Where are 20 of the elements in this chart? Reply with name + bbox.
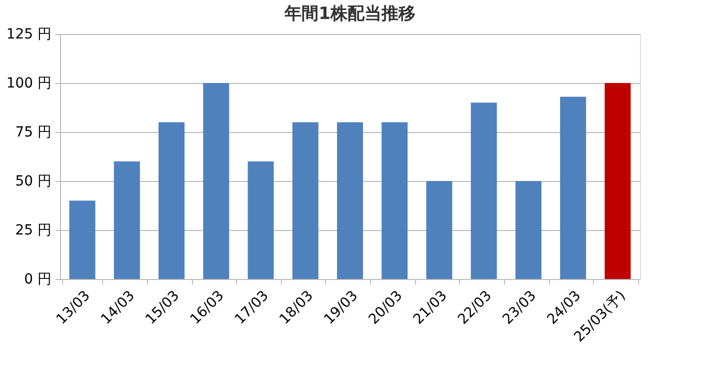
bar bbox=[158, 122, 185, 279]
y-tick-label: 0 円 bbox=[24, 272, 52, 288]
y-tick-label: 125 円 bbox=[6, 26, 52, 42]
bar bbox=[382, 122, 408, 279]
bar bbox=[560, 96, 586, 279]
bar bbox=[203, 83, 230, 279]
y-tick-label: 75 円 bbox=[15, 124, 52, 140]
y-tick-label: 25 円 bbox=[15, 222, 52, 238]
bar bbox=[470, 102, 497, 279]
bar bbox=[337, 122, 363, 279]
bar bbox=[604, 83, 631, 279]
y-tick-label: 50 円 bbox=[15, 174, 52, 190]
y-tick-label: 100 円 bbox=[6, 76, 52, 92]
bar bbox=[426, 181, 452, 279]
bar bbox=[69, 200, 96, 279]
bar bbox=[248, 161, 274, 279]
chart-title: 年間1株配当推移 bbox=[284, 4, 416, 24]
bar bbox=[292, 122, 318, 279]
bar bbox=[114, 161, 140, 279]
bar bbox=[515, 181, 542, 279]
